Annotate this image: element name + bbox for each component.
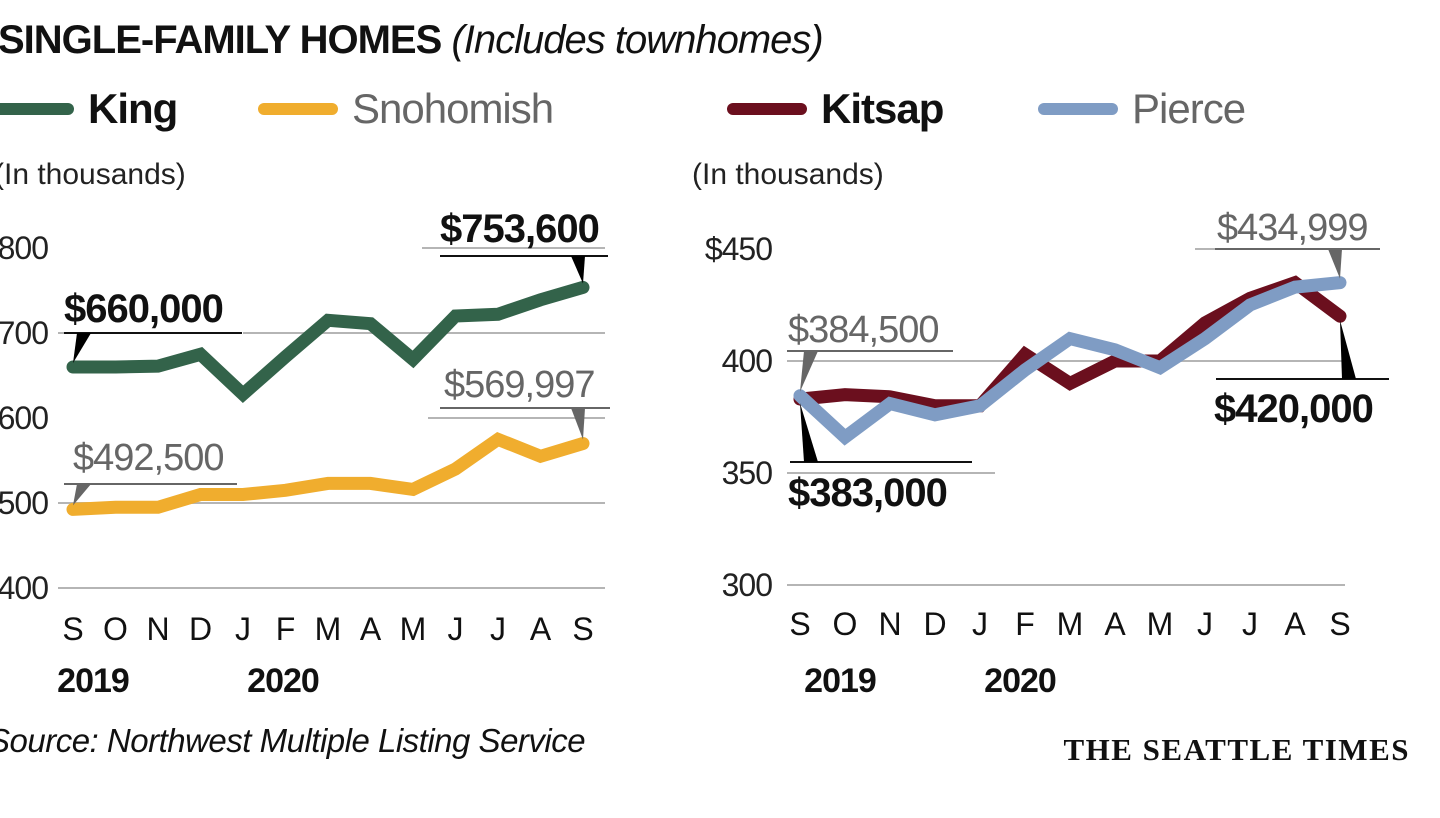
legend-label-kitsap: Kitsap — [821, 85, 944, 132]
legend-label-snohomish: Snohomish — [352, 85, 554, 132]
x-tick-label: S — [789, 606, 810, 642]
legend-item-kitsap: Kitsap — [727, 84, 944, 134]
brand-logo: THE SEATTLE TIMES — [1063, 732, 1410, 767]
annotation-pointer — [800, 351, 818, 392]
legend-swatch-pierce — [1038, 103, 1118, 115]
x-tick-label: M — [1147, 606, 1174, 642]
y-tick-label: $800 — [0, 230, 48, 266]
annotation-label: $383,000 — [788, 471, 947, 515]
y-tick-label: $400 — [0, 570, 48, 606]
annotation-label: $420,000 — [1214, 387, 1373, 431]
x-tick-label: D — [923, 606, 946, 642]
x-tick-label: A — [1284, 606, 1306, 642]
x-tick-label: S — [1329, 606, 1350, 642]
legend-swatch-king — [0, 103, 74, 115]
y-tick-label: $500 — [0, 485, 48, 521]
x-tick-label: J — [235, 611, 251, 647]
legend-swatch-kitsap — [727, 103, 807, 115]
unit-label-right: (In thousands) — [692, 158, 884, 191]
x-tick-label: J — [1242, 606, 1258, 642]
x-tick-label: O — [833, 606, 858, 642]
legend-item-king: King — [0, 84, 178, 134]
annotation-pointer — [800, 403, 818, 462]
annotation-label: $753,600 — [440, 207, 599, 251]
x-tick-label: S — [572, 611, 593, 647]
title-main: SINGLE-FAMILY HOMES — [0, 18, 442, 62]
y-tick-label: $600 — [0, 400, 48, 436]
year-label: 2019 — [804, 662, 876, 700]
series-line-king — [66, 280, 590, 403]
annotation-label: $492,500 — [73, 437, 224, 479]
x-tick-label: D — [189, 611, 212, 647]
x-tick-label: N — [146, 611, 169, 647]
legend-swatch-snohomish — [258, 103, 338, 115]
annotation-pointer — [1328, 249, 1342, 279]
y-tick-label: 300 — [722, 567, 773, 603]
x-tick-label: J — [448, 611, 464, 647]
annotation-label: $434,999 — [1217, 207, 1368, 249]
x-tick-label: F — [1015, 606, 1035, 642]
title-subtitle: (Includes townhomes) — [451, 18, 823, 62]
x-tick-label: A — [360, 611, 382, 647]
annotation-pointer — [73, 484, 91, 506]
chart-title: SINGLE-FAMILY HOMES (Includes townhomes) — [0, 18, 824, 63]
x-tick-label: N — [878, 606, 901, 642]
x-tick-label: M — [400, 611, 427, 647]
y-tick-label: 350 — [722, 455, 773, 491]
legend-label-pierce: Pierce — [1132, 85, 1246, 132]
y-tick-label: $450 — [705, 231, 772, 267]
legend-item-pierce: Pierce — [1038, 84, 1246, 134]
annotation-pointer — [1340, 320, 1356, 379]
series-line-snohomish — [66, 431, 590, 516]
x-tick-label: J — [1197, 606, 1213, 642]
legend-label-king: King — [88, 85, 178, 132]
annotation-label: $569,997 — [444, 364, 595, 406]
annotation-label: $384,500 — [788, 309, 939, 351]
source-note: Source: Northwest Multiple Listing Servi… — [0, 722, 586, 759]
year-label: 2019 — [57, 662, 129, 700]
annotation-pointer — [73, 333, 91, 363]
x-tick-label: O — [103, 611, 128, 647]
y-tick-label: $700 — [0, 315, 48, 351]
x-tick-label: A — [530, 611, 552, 647]
annotation-pointer — [571, 256, 585, 284]
annotation-label: $660,000 — [64, 287, 223, 331]
y-tick-label: 400 — [722, 343, 773, 379]
x-tick-label: A — [1104, 606, 1126, 642]
x-tick-label: S — [62, 611, 83, 647]
year-label: 2020 — [247, 662, 319, 700]
legend-item-snohomish: Snohomish — [258, 84, 554, 134]
x-tick-label: M — [1057, 606, 1084, 642]
unit-label-left: (In thousands) — [0, 158, 186, 191]
x-tick-label: J — [490, 611, 506, 647]
x-tick-label: M — [315, 611, 342, 647]
x-tick-label: F — [276, 611, 296, 647]
series-line-pierce — [793, 276, 1347, 446]
annotation-pointer — [571, 408, 585, 440]
x-tick-label: J — [972, 606, 988, 642]
year-label: 2020 — [984, 662, 1056, 700]
